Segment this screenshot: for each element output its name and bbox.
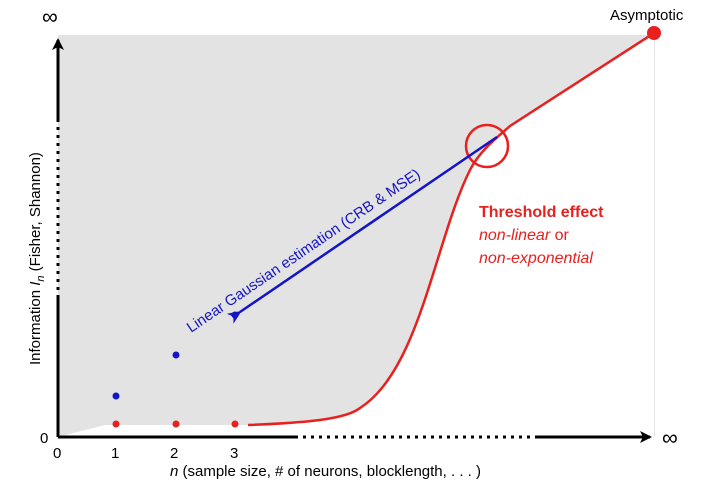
- threshold-line-2: non-linear or: [479, 227, 570, 244]
- red-point-1: [112, 420, 120, 428]
- red-point-2: [172, 420, 180, 428]
- threshold-curve: [247, 31, 655, 427]
- x-tick-2: 2: [170, 445, 178, 462]
- x-tick-3: 3: [230, 445, 238, 462]
- blue-point-3: [231, 311, 239, 319]
- blue-point-2: [172, 351, 180, 359]
- threshold-circle: [464, 123, 510, 169]
- x-tick-1: 1: [111, 445, 119, 462]
- origin-y-label: 0: [40, 430, 48, 447]
- asymptotic-point: [647, 26, 661, 40]
- x-tick-0: 0: [53, 445, 61, 462]
- x-axis-label: n (sample size, # of neurons, blocklengt…: [170, 463, 481, 480]
- top-infinity-label: ∞: [42, 4, 58, 29]
- linear-estimation-arrow: [226, 135, 498, 324]
- threshold-line-3: non-exponential: [479, 250, 593, 267]
- blue-point-1: [112, 392, 120, 400]
- red-point-3: [231, 420, 239, 428]
- y-axis-label: Information In (Fisher, Shannon): [27, 152, 47, 365]
- threshold-title: Threshold effect: [479, 204, 604, 221]
- right-infinity-label: ∞: [662, 425, 678, 450]
- asymptotic-label: Asymptotic: [610, 7, 684, 24]
